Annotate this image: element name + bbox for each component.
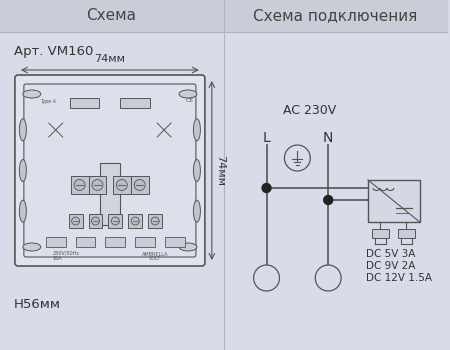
Bar	[398, 229, 415, 238]
Circle shape	[134, 180, 145, 190]
Text: DC 5V 3A: DC 5V 3A	[366, 249, 415, 259]
Bar	[368, 180, 420, 222]
Circle shape	[284, 145, 310, 171]
Ellipse shape	[19, 160, 27, 182]
Text: AC 230V: AC 230V	[284, 104, 337, 117]
Text: Арт. VM160: Арт. VM160	[14, 46, 93, 58]
Circle shape	[315, 265, 341, 291]
Bar	[148, 214, 162, 228]
Bar	[372, 229, 389, 238]
Bar	[89, 176, 106, 194]
Circle shape	[74, 180, 85, 190]
Circle shape	[262, 183, 271, 192]
Bar	[76, 237, 95, 247]
Circle shape	[254, 265, 279, 291]
Text: Схема: Схема	[86, 8, 136, 23]
Bar	[131, 176, 148, 194]
Circle shape	[92, 180, 103, 190]
Ellipse shape	[179, 243, 197, 251]
Ellipse shape	[179, 90, 197, 98]
Bar	[0, 0, 448, 32]
Bar	[105, 237, 125, 247]
Text: 74мм: 74мм	[215, 155, 225, 186]
Ellipse shape	[19, 200, 27, 222]
Bar	[100, 163, 120, 225]
Text: 230V/50Hz: 230V/50Hz	[53, 251, 80, 256]
Text: CE: CE	[186, 98, 194, 103]
Text: Н56мм: Н56мм	[14, 299, 61, 312]
Ellipse shape	[194, 200, 200, 222]
Circle shape	[72, 217, 80, 225]
Circle shape	[91, 217, 99, 225]
Text: L: L	[263, 131, 270, 145]
Bar	[89, 214, 103, 228]
Bar	[128, 214, 142, 228]
Circle shape	[131, 217, 139, 225]
Text: AMBRELLA: AMBRELLA	[142, 252, 168, 258]
Circle shape	[324, 196, 333, 204]
Ellipse shape	[23, 243, 41, 251]
Bar	[70, 98, 99, 108]
Text: Type A: Type A	[40, 99, 56, 105]
Bar	[71, 176, 89, 194]
Bar	[120, 98, 150, 108]
Text: VOLT: VOLT	[149, 257, 161, 261]
FancyBboxPatch shape	[15, 75, 205, 266]
Ellipse shape	[194, 119, 200, 141]
FancyBboxPatch shape	[24, 84, 196, 257]
Bar	[46, 237, 66, 247]
Bar	[165, 237, 185, 247]
Bar	[135, 237, 155, 247]
Circle shape	[112, 217, 119, 225]
Text: DC 12V 1.5A: DC 12V 1.5A	[366, 273, 432, 283]
Text: 74мм: 74мм	[94, 54, 126, 64]
Circle shape	[151, 217, 159, 225]
Bar	[108, 214, 122, 228]
Text: 16A: 16A	[53, 256, 63, 260]
Ellipse shape	[23, 90, 41, 98]
Circle shape	[117, 180, 127, 190]
Ellipse shape	[194, 160, 200, 182]
Ellipse shape	[19, 119, 27, 141]
Text: DC 9V 2A: DC 9V 2A	[366, 261, 415, 271]
Text: Схема подключения: Схема подключения	[253, 8, 417, 23]
Bar	[113, 176, 131, 194]
Text: N: N	[323, 131, 333, 145]
Bar	[68, 214, 82, 228]
